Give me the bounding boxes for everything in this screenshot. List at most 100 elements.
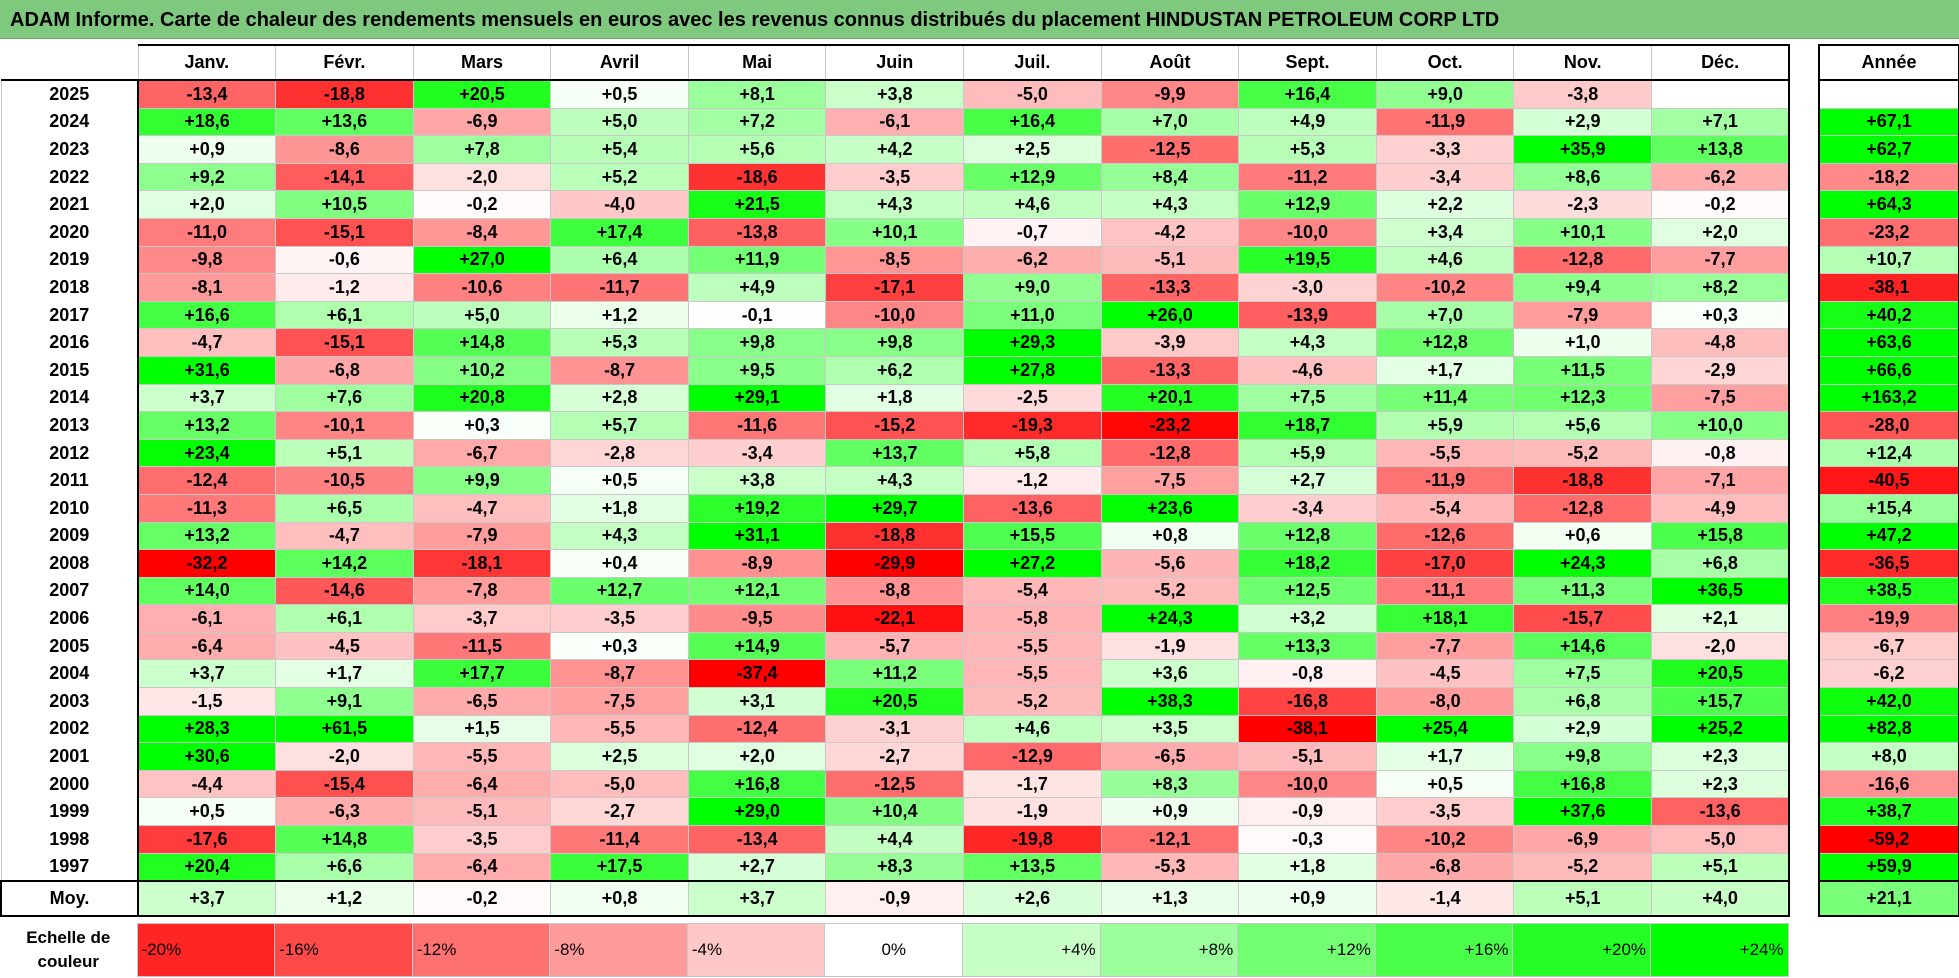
year-row: 2004 +3,7 +1,7 +17,7 -8,7 -37,4 +11,2 -5,5 +3,6-… xyxy=(0,659,1791,689)
year-total-cell: -23,2 xyxy=(1818,217,1959,247)
heatmap-cell: -7,7 xyxy=(1651,245,1791,275)
year-label: 2001 xyxy=(0,742,138,771)
heatmap-cell: -12,4 xyxy=(687,714,827,744)
year-label: 2023 xyxy=(0,135,138,164)
month-header: Juin xyxy=(825,44,965,81)
heatmap-cell: -1,5 xyxy=(137,687,277,716)
heatmap-cell: -2,0 xyxy=(275,742,414,771)
heatmap-cell: -11,1 xyxy=(1375,576,1515,606)
year-total-cell: -38,1 xyxy=(1818,273,1959,302)
heatmap-cell: +16,4 xyxy=(1238,79,1377,109)
heatmap-cell: +12,9 xyxy=(963,162,1102,192)
heatmap-cell: +2,2 xyxy=(1375,190,1515,219)
heatmap-cell: +1,2 xyxy=(275,880,414,918)
year-row: 2008 -32,2 +14,2 -18,1 +0,4 -8,9 -29,9 +27,2 -5,… xyxy=(0,549,1791,578)
month-header: Mai xyxy=(687,44,827,81)
heatmap-cell: +2,9 xyxy=(1513,714,1653,744)
heatmap-cell: -4,6 xyxy=(1238,355,1377,385)
heatmap-cell: +3,2 xyxy=(1238,604,1377,633)
heatmap-cell: +5,6 xyxy=(687,135,827,164)
heatmap-cell: +26,0 xyxy=(1100,300,1240,330)
heatmap-cell: +38,3 xyxy=(1100,687,1240,716)
heatmap-cell: +7,2 xyxy=(687,107,827,137)
heatmap-cell: -2,5 xyxy=(963,383,1102,413)
heatmap-cell: -1,9 xyxy=(963,797,1102,827)
heatmap-cell: +11,9 xyxy=(687,245,827,275)
heatmap-cell: -19,8 xyxy=(963,825,1102,854)
heatmap-cell: +9,9 xyxy=(412,466,552,495)
heatmap-cell: +9,8 xyxy=(825,328,965,357)
heatmap-cell: -3,0 xyxy=(1238,273,1377,302)
year-label: 2024 xyxy=(0,108,138,136)
heatmap-cell: -5,5 xyxy=(550,714,689,744)
year-total-cell: +66,6 xyxy=(1818,355,1959,385)
year-row: 2018 -8,1 -1,2 -10,6 -11,7 +4,9 -17,1 +9,0 -13,3… xyxy=(0,273,1791,302)
year-total-cell: +82,8 xyxy=(1818,714,1959,744)
heatmap-cell: -17,1 xyxy=(825,273,965,302)
heatmap-cell: +5,9 xyxy=(1375,411,1515,440)
heatmap-cell: -6,4 xyxy=(412,852,552,882)
year-row: 2006 -6,1 +6,1 -3,7 -3,5 -9,5 -22,1 -5,8 +24,3 +3… xyxy=(0,604,1791,633)
heatmap-cell: +7,6 xyxy=(275,383,414,413)
heatmap-cell: -5,5 xyxy=(1375,438,1515,468)
heatmap-cell: -4,0 xyxy=(550,190,689,219)
heatmap-cell: +19,2 xyxy=(687,493,827,523)
year-label: 2012 xyxy=(0,439,138,467)
heatmap-cell: -4,2 xyxy=(1100,217,1240,247)
heatmap-cell: -5,0 xyxy=(1651,825,1791,854)
year-row: 1998 -17,6 +14,8 -3,5 -11,4 -13,4 +4,4 -19,8 -12… xyxy=(0,825,1791,854)
heatmap-cell: +5,4 xyxy=(550,135,689,164)
heatmap-cell: +20,4 xyxy=(137,852,277,882)
heatmap-cell: -5,5 xyxy=(963,631,1102,661)
heatmap-cell: +16,8 xyxy=(1513,769,1653,799)
heatmap-cell: -11,9 xyxy=(1375,466,1515,495)
heatmap-cell: +11,4 xyxy=(1375,383,1515,413)
heatmap-cell: -1,9 xyxy=(1100,631,1240,661)
heatmap-cell: -11,9 xyxy=(1375,107,1515,137)
heatmap-cell: -3,3 xyxy=(1375,135,1515,164)
heatmap-cell: +4,6 xyxy=(1375,245,1515,275)
year-total-cell: +40,2 xyxy=(1818,300,1959,330)
year-label: 2025 xyxy=(0,80,138,109)
heatmap-cell: -7,5 xyxy=(550,687,689,716)
heatmap-cell: -12,4 xyxy=(137,466,277,495)
heatmap-cell: +29,0 xyxy=(687,797,827,827)
heatmap-cell: +7,8 xyxy=(412,135,552,164)
heatmap-table: Janv. Févr. Mars Avril Mai Juin Juil. Août Sept.… xyxy=(0,44,1791,918)
year-label: 2015 xyxy=(0,356,138,385)
heatmap-cell: +15,8 xyxy=(1651,521,1791,551)
year-row: 2015 +31,6 -6,8 +10,2 -8,7 +9,5 +6,2 +27,8 -13,3… xyxy=(0,355,1791,385)
heatmap-cell: +0,5 xyxy=(137,797,277,827)
year-total-header: Année xyxy=(1818,44,1959,81)
heatmap-cell: +5,1 xyxy=(1651,852,1791,882)
year-label: 2008 xyxy=(0,549,138,578)
heatmap-cell: -11,6 xyxy=(687,411,827,440)
heatmap-cell: -10,5 xyxy=(275,466,414,495)
heatmap-cell: -5,0 xyxy=(550,769,689,799)
heatmap-cell: -13,3 xyxy=(1100,273,1240,302)
heatmap-cell: -6,4 xyxy=(412,769,552,799)
heatmap-cell: -0,8 xyxy=(1238,659,1377,689)
heatmap-cell: -13,3 xyxy=(1100,355,1240,385)
heatmap-cell: +4,6 xyxy=(963,714,1102,744)
year-row: 1997 +20,4 +6,6 -6,4 +17,5 +2,7 +8,3 +13,5 -5,3 +… xyxy=(0,852,1791,882)
heatmap-cell: -7,5 xyxy=(1651,383,1791,413)
heatmap-cell: +5,7 xyxy=(550,411,689,440)
heatmap-cell: -0,1 xyxy=(687,300,827,330)
heatmap-cell: +3,8 xyxy=(687,466,827,495)
heatmap-cell: +13,2 xyxy=(137,411,277,440)
heatmap-cell: -13,6 xyxy=(1651,797,1791,827)
heatmap-cell: +2,3 xyxy=(1651,769,1791,799)
heatmap-cell: -4,7 xyxy=(275,521,414,551)
month-header: Nov. xyxy=(1513,44,1653,81)
heatmap-cell: +12,3 xyxy=(1513,383,1653,413)
heatmap-cell: -4,5 xyxy=(275,631,414,661)
month-header-row: Janv. Févr. Mars Avril Mai Juin Juil. Août Sept.… xyxy=(1,44,1791,81)
heatmap-cell: +13,5 xyxy=(963,852,1102,882)
heatmap-cell: +0,6 xyxy=(1513,521,1653,551)
heatmap-cell: +28,3 xyxy=(137,714,277,744)
year-row: 2001 +30,6 -2,0 -5,5 +2,5 +2,0 -2,7 -12,9 -6,5 -5… xyxy=(0,742,1791,771)
heatmap-cell: +7,5 xyxy=(1238,383,1377,413)
heatmap-cell: +18,2 xyxy=(1238,549,1377,578)
year-total-cell: -16,6 xyxy=(1818,769,1959,799)
